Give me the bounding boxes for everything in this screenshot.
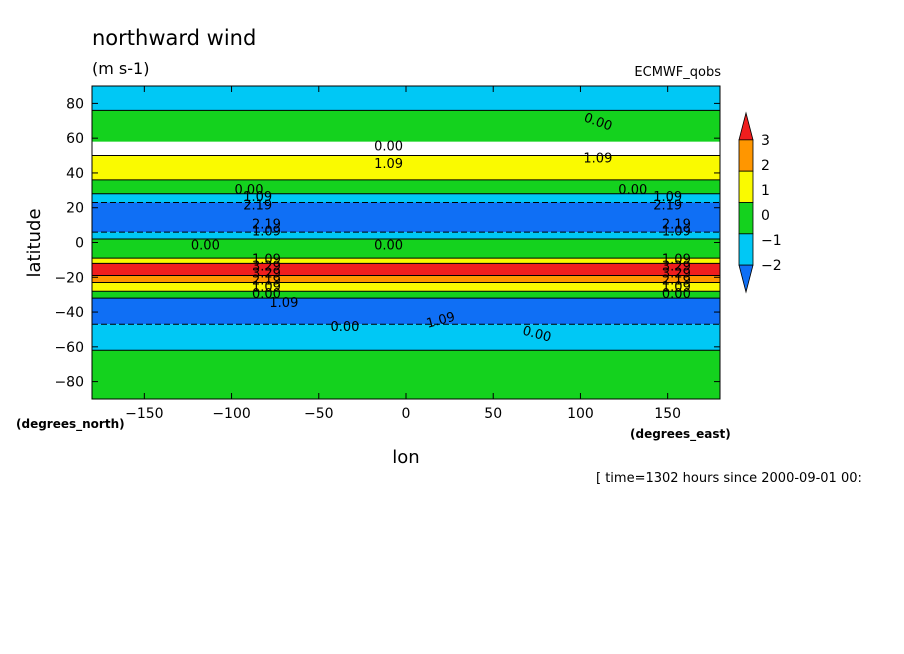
- contour-label: 1.09: [269, 296, 298, 311]
- time-note: [ time=1302 hours since 2000-09-01 00:: [596, 471, 862, 486]
- contour-label: 1.09: [662, 252, 691, 267]
- zonal-band: [92, 193, 720, 203]
- y-tick-label: −40: [54, 305, 84, 321]
- zonal-band: [92, 110, 720, 142]
- zonal-band: [92, 232, 720, 240]
- contour-label: 1.09: [662, 225, 691, 240]
- x-axis-ticks: −150 −100 −50 0 50 100 150: [125, 86, 681, 422]
- y-axis-ticks: −80 −60 −40 −20 0 20 40 60 80: [54, 96, 720, 391]
- y-tick-label: 80: [66, 96, 84, 112]
- contour-label: 1.09: [252, 280, 281, 295]
- x-tick-label: 150: [654, 406, 681, 422]
- contour-label: 2.19: [662, 218, 691, 233]
- y-tick-label: −80: [54, 375, 84, 391]
- contour-label: 3.29: [252, 266, 281, 281]
- colorbar-segment: [738, 202, 754, 235]
- contour-label: 1.09: [374, 157, 403, 172]
- contour-label: 2.19: [252, 218, 281, 233]
- y-tick-label: −20: [54, 270, 84, 286]
- contour-label: 0.00: [374, 238, 403, 253]
- y-tick-label: 20: [66, 201, 84, 217]
- colorbar: 3 2 1 0 −1 −2: [738, 111, 782, 294]
- x-axis-label: lon: [392, 447, 419, 468]
- x-unit-label: (degrees_east): [630, 427, 731, 442]
- contour-label: 0.00: [330, 320, 359, 335]
- contour-label: 2.19: [653, 198, 682, 213]
- contour-label: 1.09: [243, 190, 272, 205]
- plot-area: [92, 86, 720, 399]
- contour-label: 0.00: [235, 183, 264, 198]
- zonal-band: [92, 258, 720, 264]
- contour-label: 2.19: [252, 273, 281, 288]
- colorbar-tick-label: −1: [761, 233, 782, 249]
- contour-label: 0.00: [252, 287, 281, 302]
- zonal-band: [92, 350, 720, 399]
- zonal-band: [92, 239, 720, 259]
- x-tick-label: 0: [402, 406, 411, 422]
- chart-title: northward wind: [92, 26, 256, 50]
- zonal-band: [92, 282, 720, 292]
- zonal-band: [92, 202, 720, 233]
- zonal-band: [92, 324, 720, 351]
- contour-label: 0.00: [618, 183, 647, 198]
- colorbar-tick-label: 3: [761, 133, 770, 149]
- contour-label: 2.19: [662, 273, 691, 288]
- zonal-band: [92, 263, 720, 276]
- colorbar-segment: [738, 233, 754, 266]
- zonal-band: [92, 291, 720, 299]
- contour-label: 3.29: [662, 266, 691, 281]
- contour-label: 1.09: [583, 152, 612, 167]
- contour-label: 3.29: [662, 259, 691, 274]
- colorbar-tick-label: −2: [761, 258, 782, 274]
- x-tick-label: 100: [567, 406, 594, 422]
- colorbar-segment: [738, 170, 754, 203]
- contour-label: 3.29: [252, 259, 281, 274]
- y-tick-label: 60: [66, 131, 84, 147]
- contour-label: 0.00: [191, 238, 220, 253]
- x-tick-label: −150: [125, 406, 163, 422]
- dataset-label: ECMWF_qobs: [634, 65, 721, 80]
- y-unit-label: (degrees_north): [16, 417, 125, 432]
- contour-label: 0.00: [662, 287, 691, 302]
- contour-label: 2.19: [243, 198, 272, 213]
- y-tick-label: 0: [75, 236, 84, 252]
- contour-label: 1.09: [653, 190, 682, 205]
- contour-label: 1.09: [425, 310, 457, 332]
- y-tick-label: 40: [66, 166, 84, 182]
- x-tick-label: −100: [212, 406, 250, 422]
- contour-labels: 0.000.001.09 1.090.001.092.190.00 1.092.19…: [191, 111, 691, 346]
- contour-label: 0.00: [521, 324, 553, 346]
- colorbar-tick-label: 0: [761, 208, 770, 224]
- zonal-band: [92, 179, 720, 194]
- x-tick-label: 50: [484, 406, 502, 422]
- contour-label: 1.09: [662, 280, 691, 295]
- zonal-band: [92, 275, 720, 283]
- contour-label: 1.09: [252, 252, 281, 267]
- contour-label: 1.09: [252, 225, 281, 240]
- zonal-band: [92, 155, 720, 180]
- x-tick-label: −50: [304, 406, 334, 422]
- colorbar-segment: [738, 111, 754, 141]
- colorbar-segment: [738, 139, 754, 172]
- chart-units: (m s-1): [92, 59, 149, 78]
- y-axis-label: latitude: [24, 208, 45, 277]
- colorbar-tick-label: 2: [761, 158, 770, 174]
- colorbar-segment: [738, 264, 754, 294]
- colorbar-tick-label: 1: [761, 183, 770, 199]
- contour-label: 0.00: [374, 139, 403, 154]
- zonal-band: [92, 298, 720, 325]
- y-tick-label: −60: [54, 340, 84, 356]
